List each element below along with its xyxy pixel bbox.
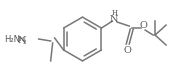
Text: 2: 2 [23, 40, 27, 46]
Text: O: O [123, 46, 131, 55]
Text: O: O [139, 21, 147, 30]
Text: N: N [18, 37, 26, 46]
Text: N: N [110, 15, 119, 24]
Text: H: H [111, 9, 117, 17]
Text: H₂N: H₂N [4, 35, 20, 43]
Text: H: H [19, 37, 24, 41]
